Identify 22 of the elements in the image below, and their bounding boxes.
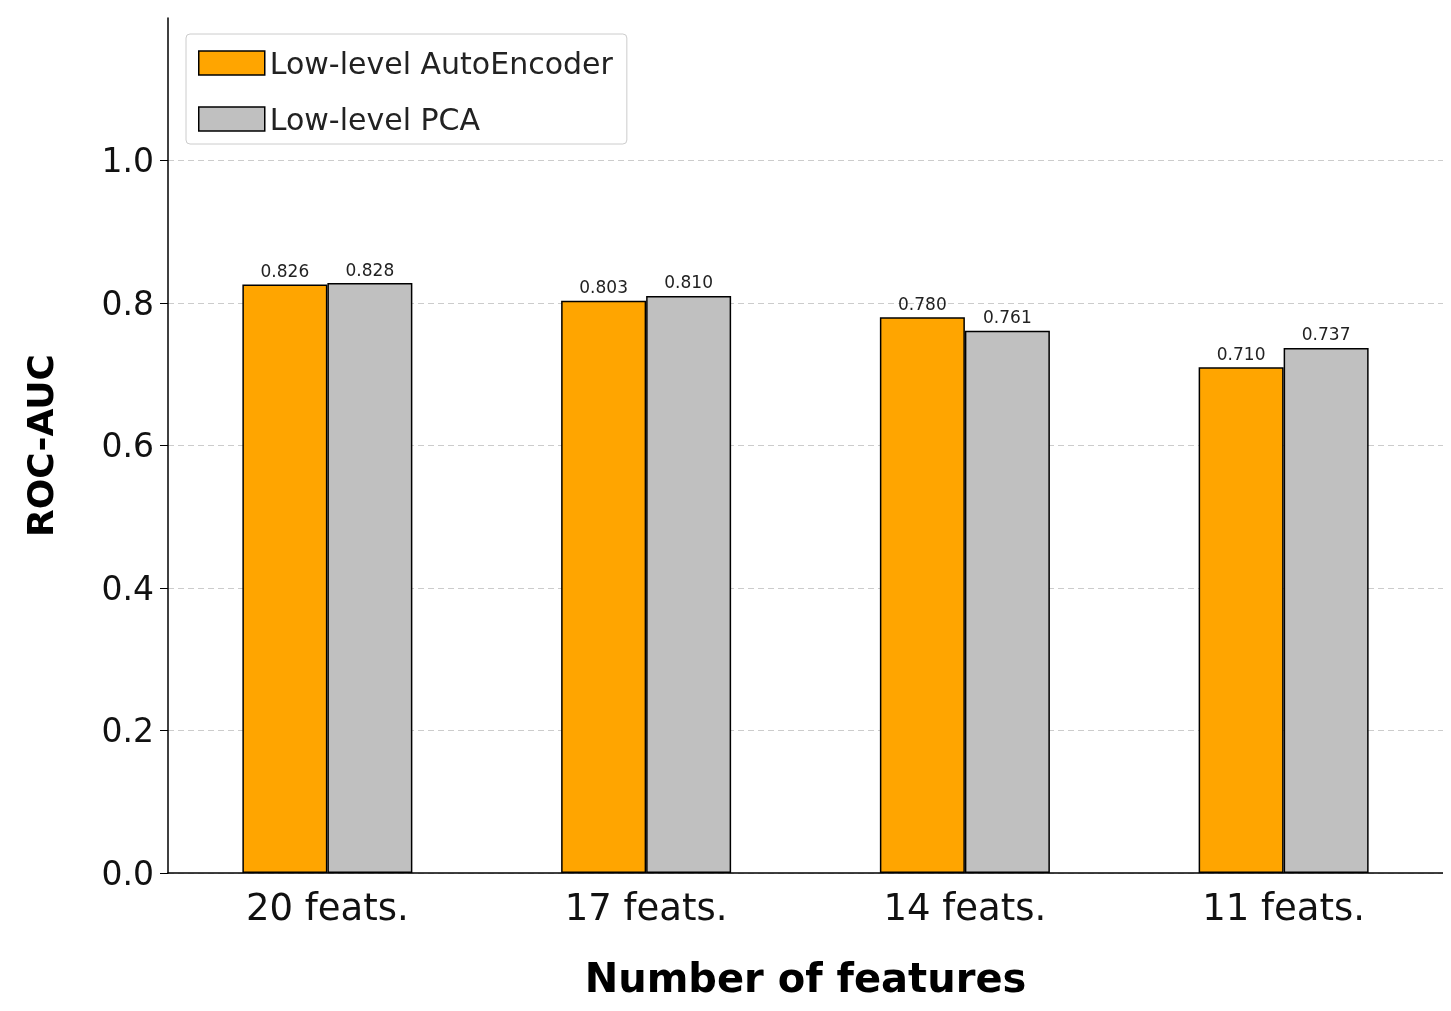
x-tick-label: 11 feats.: [1202, 886, 1366, 929]
data-label: 0.826: [260, 260, 310, 281]
data-label: 0.737: [1301, 324, 1351, 345]
y-tick-label: 0.2: [101, 711, 154, 750]
y-tick-label: 0.0: [101, 853, 154, 893]
y-tick-label: 0.8: [101, 283, 154, 323]
x-tick-label: 20 feats.: [245, 886, 409, 929]
x-tick-label: 17 feats.: [564, 886, 728, 929]
legend-label: Low-level AutoEncoder: [269, 45, 614, 81]
x-axis-title: Number of features: [584, 955, 1027, 1001]
y-tick-label: 1.0: [101, 141, 154, 180]
data-label: 0.780: [898, 293, 947, 314]
data-label: 0.761: [983, 307, 1032, 328]
y-tick-label: 0.4: [101, 568, 154, 608]
y-tick-label: 0.6: [101, 426, 154, 465]
legend-label: Low-level PCA: [269, 101, 481, 137]
data-label: 0.803: [579, 277, 628, 298]
y-axis-title: ROC-AUC: [19, 354, 61, 537]
data-label: 0.710: [1216, 343, 1266, 364]
x-tick-label: 14 feats.: [883, 886, 1047, 929]
data-label: 0.810: [664, 272, 713, 293]
data-label: 0.828: [345, 259, 395, 280]
